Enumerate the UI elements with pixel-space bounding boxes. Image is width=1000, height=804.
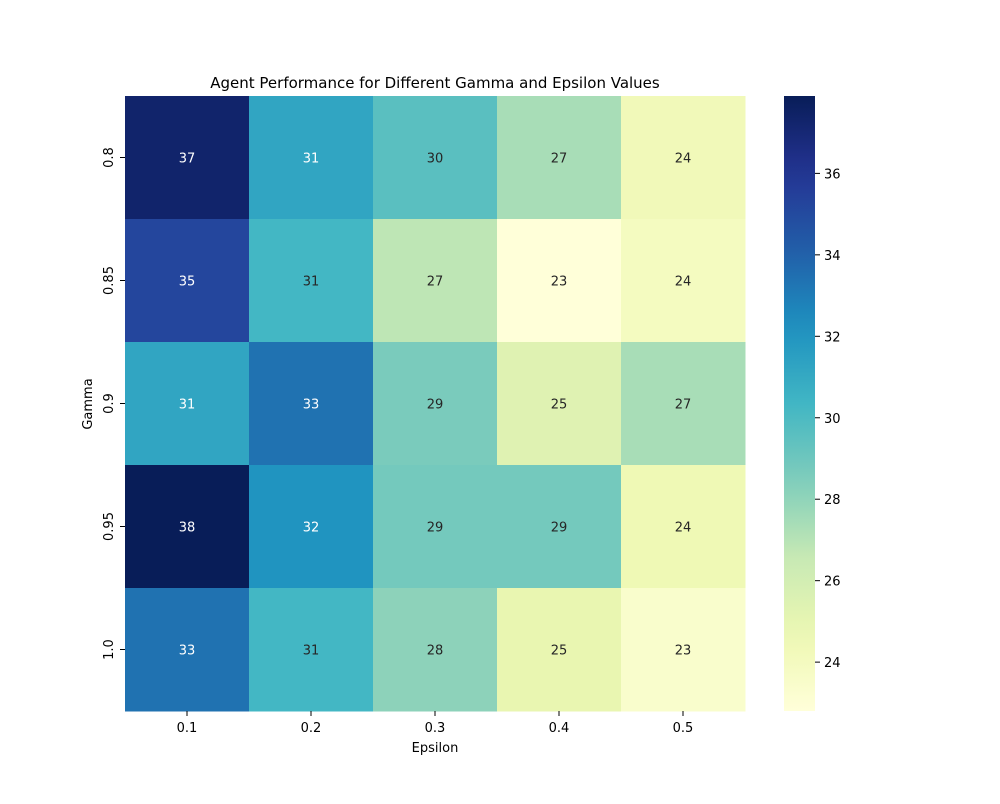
y-tick-label: 0.85 xyxy=(102,266,117,295)
x-tick-label: 0.4 xyxy=(549,721,570,736)
heatmap-cell xyxy=(125,588,250,712)
cell-value-label: 23 xyxy=(675,644,692,659)
colorbar-gradient xyxy=(784,96,815,711)
x-tick-label: 0.1 xyxy=(177,721,198,736)
heatmap-cell xyxy=(621,96,746,220)
heatmap-cell xyxy=(249,219,374,343)
cell-value-label: 37 xyxy=(179,152,196,167)
cell-value-label: 38 xyxy=(179,521,196,536)
cell-value-label: 29 xyxy=(427,521,444,536)
heatmap-cell xyxy=(497,96,622,220)
colorbar-tick-label: 24 xyxy=(824,656,841,671)
cell-value-label: 33 xyxy=(179,644,196,659)
cell-value-label: 31 xyxy=(303,644,320,659)
heatmap-cell xyxy=(497,588,622,712)
cell-value-label: 28 xyxy=(427,644,444,659)
y-tick-label: 0.95 xyxy=(102,512,117,541)
colorbar-tick-label: 26 xyxy=(824,575,841,590)
cell-value-label: 24 xyxy=(675,521,692,536)
cell-value-label: 31 xyxy=(303,275,320,290)
x-tick-label: 0.3 xyxy=(425,721,446,736)
heatmap-cell xyxy=(497,342,622,466)
cell-value-label: 25 xyxy=(551,644,568,659)
cell-value-label: 27 xyxy=(427,275,444,290)
cell-value-label: 23 xyxy=(551,275,568,290)
colorbar-tick-label: 28 xyxy=(824,493,841,508)
heatmap-cell xyxy=(125,96,250,220)
heatmap-cell xyxy=(373,465,498,589)
cell-value-label: 32 xyxy=(303,521,320,536)
x-axis: 0.1 0.2 0.3 0.4 0.5 xyxy=(177,711,694,736)
heatmap-cell xyxy=(373,219,498,343)
heatmap-cell xyxy=(621,465,746,589)
heatmap-cell xyxy=(373,588,498,712)
colorbar-tick-label: 30 xyxy=(824,412,841,427)
heatmap-cell xyxy=(373,96,498,220)
heatmap-cell xyxy=(621,219,746,343)
heatmap-cell xyxy=(249,465,374,589)
heatmap-cell xyxy=(125,219,250,343)
x-tick-label: 0.2 xyxy=(301,721,322,736)
heatmap-cell xyxy=(125,342,250,466)
heatmap-cells xyxy=(125,96,746,712)
heatmap-cell xyxy=(497,219,622,343)
cell-value-label: 27 xyxy=(675,398,692,413)
y-tick-label: 0.9 xyxy=(102,393,117,414)
heatmap-cell xyxy=(621,588,746,712)
x-axis-label: Epsilon xyxy=(412,741,459,756)
y-axis-label: Gamma xyxy=(81,378,96,429)
y-tick-label: 0.8 xyxy=(102,147,117,168)
colorbar-tick-label: 34 xyxy=(824,249,841,264)
heatmap-cell xyxy=(621,342,746,466)
heatmap-cell xyxy=(249,96,374,220)
cell-value-label: 29 xyxy=(551,521,568,536)
heatmap-cell xyxy=(497,465,622,589)
cell-value-label: 24 xyxy=(675,152,692,167)
colorbar: 24 26 28 30 32 34 36 xyxy=(784,96,841,711)
y-axis: 0.8 0.85 0.9 0.95 1.0 xyxy=(102,147,125,660)
heatmap-cell xyxy=(125,465,250,589)
colorbar-tick-label: 32 xyxy=(824,330,841,345)
x-tick-label: 0.5 xyxy=(673,721,694,736)
heatmap-cell xyxy=(249,588,374,712)
y-tick-label: 1.0 xyxy=(102,639,117,660)
cell-value-label: 29 xyxy=(427,398,444,413)
cell-value-label: 33 xyxy=(303,398,320,413)
cell-value-label: 25 xyxy=(551,398,568,413)
heatmap-cell xyxy=(249,342,374,466)
cell-value-label: 24 xyxy=(675,275,692,290)
cell-value-label: 31 xyxy=(303,152,320,167)
heatmap-cell xyxy=(373,342,498,466)
chart-title: Agent Performance for Different Gamma an… xyxy=(210,74,660,92)
cell-value-label: 30 xyxy=(427,152,444,167)
heatmap-cell-labels: 37 31 30 27 24 35 31 27 23 24 31 33 29 25 27 38 32 29 29 24… xyxy=(179,152,692,659)
cell-value-label: 27 xyxy=(551,152,568,167)
colorbar-tick-label: 36 xyxy=(824,167,841,182)
cell-value-label: 31 xyxy=(179,398,196,413)
cell-value-label: 35 xyxy=(179,275,196,290)
